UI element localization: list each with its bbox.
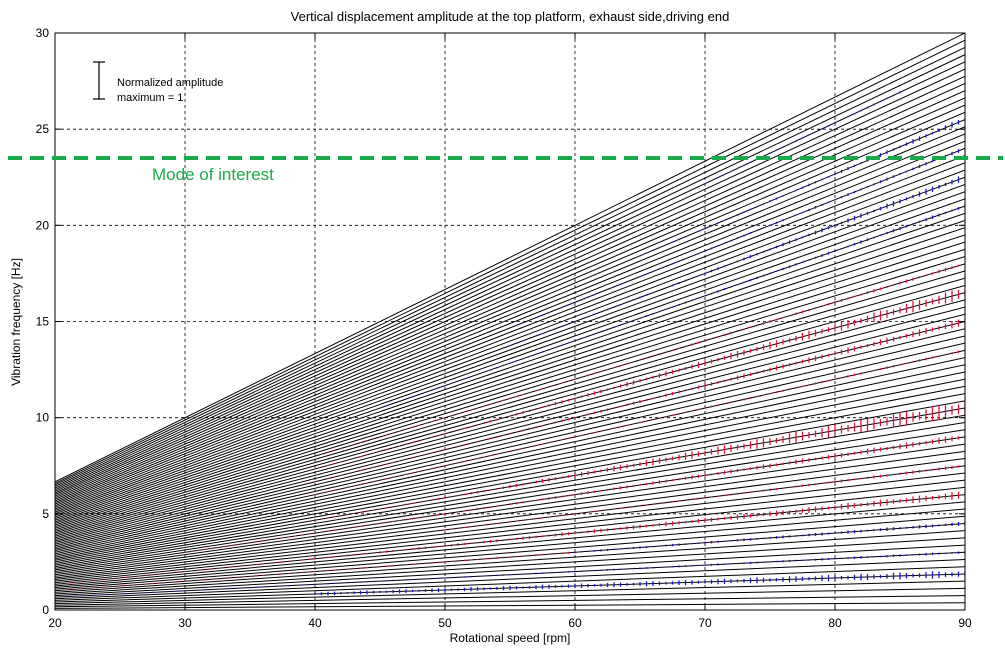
order-line [55, 284, 965, 539]
order-line [55, 83, 965, 494]
order-line [55, 299, 965, 542]
order-line [55, 133, 965, 505]
order-line [55, 169, 965, 513]
order-line [55, 378, 965, 560]
legend: Normalized amplitude maximum = 1 [93, 61, 223, 104]
y-axis: 0 5 10 15 20 25 30 [36, 26, 965, 617]
y-tick-label: 0 [42, 603, 49, 617]
mode-of-interest-label: Mode of interest [152, 165, 274, 184]
order-line [55, 227, 965, 526]
order-line [55, 61, 965, 489]
chart-title: Vertical displacement amplitude at the t… [291, 9, 730, 24]
order-line [55, 544, 965, 597]
order-line [55, 537, 965, 595]
x-axis-title: Rotational speed [rpm] [450, 631, 571, 645]
order-line [55, 198, 965, 520]
order-line [55, 342, 965, 552]
order-line [55, 472, 965, 581]
y-tick-label: 5 [42, 507, 49, 521]
y-tick-label: 25 [36, 122, 50, 136]
order-line [55, 393, 965, 563]
order-line [55, 270, 965, 536]
order-line [55, 530, 965, 593]
x-axis: 20 30 40 50 60 70 80 90 [48, 33, 972, 630]
order-line [55, 357, 965, 555]
amplitude-bars [55, 91, 965, 598]
order-line [55, 241, 965, 529]
x-tick-label: 90 [958, 616, 972, 630]
order-line [55, 458, 965, 577]
order-line [55, 328, 965, 548]
order-line [55, 183, 965, 516]
order-line [55, 256, 965, 532]
order-line [55, 306, 965, 544]
order-line [55, 68, 965, 491]
order-line [55, 479, 965, 582]
order-line [55, 385, 965, 561]
order-line [55, 414, 965, 568]
order-line [55, 364, 965, 556]
legend-line-1: Normalized amplitude [117, 77, 223, 89]
order-line [55, 486, 965, 584]
order-line [55, 400, 965, 565]
order-line [55, 277, 965, 537]
order-line [55, 126, 965, 504]
order-line [55, 155, 965, 510]
order-line [55, 515, 965, 590]
order-line [55, 501, 965, 587]
order-line [55, 234, 965, 528]
order-line [55, 46, 965, 486]
order-line [55, 443, 965, 574]
x-tick-label: 60 [568, 616, 582, 630]
order-line [55, 421, 965, 569]
order-line [55, 559, 965, 600]
order-line [55, 39, 965, 484]
legend-line-2: maximum = 1 [117, 92, 183, 104]
order-line [55, 248, 965, 531]
x-tick-label: 30 [178, 616, 192, 630]
y-tick-label: 20 [36, 218, 50, 232]
x-tick-label: 50 [438, 616, 452, 630]
order-line [55, 566, 965, 601]
order-line [55, 371, 965, 558]
x-tick-label: 80 [828, 616, 842, 630]
order-line [55, 191, 965, 518]
y-tick-label: 10 [36, 411, 50, 425]
order-line [55, 162, 965, 512]
order-line [55, 140, 965, 507]
order-line [55, 220, 965, 524]
x-tick-label: 40 [308, 616, 322, 630]
y-tick-label: 30 [36, 26, 50, 40]
order-line [55, 587, 965, 606]
x-tick-label: 20 [48, 616, 62, 630]
y-tick-label: 15 [36, 315, 50, 329]
order-line [55, 450, 965, 576]
order-line [55, 508, 965, 589]
order-line [55, 104, 965, 499]
order-line [55, 97, 965, 497]
order-line [55, 119, 965, 502]
order-line [55, 75, 965, 492]
order-line [55, 602, 965, 609]
order-line [55, 335, 965, 550]
order-line [55, 111, 965, 500]
order-line [55, 33, 965, 483]
order-line [55, 313, 965, 545]
order-line [55, 429, 965, 571]
x-tick-label: 70 [698, 616, 712, 630]
order-line [55, 54, 965, 488]
order-line [55, 580, 965, 605]
order-line [55, 595, 965, 608]
order-line [55, 212, 965, 523]
y-axis-title: Vibration frequency [Hz] [9, 258, 23, 386]
